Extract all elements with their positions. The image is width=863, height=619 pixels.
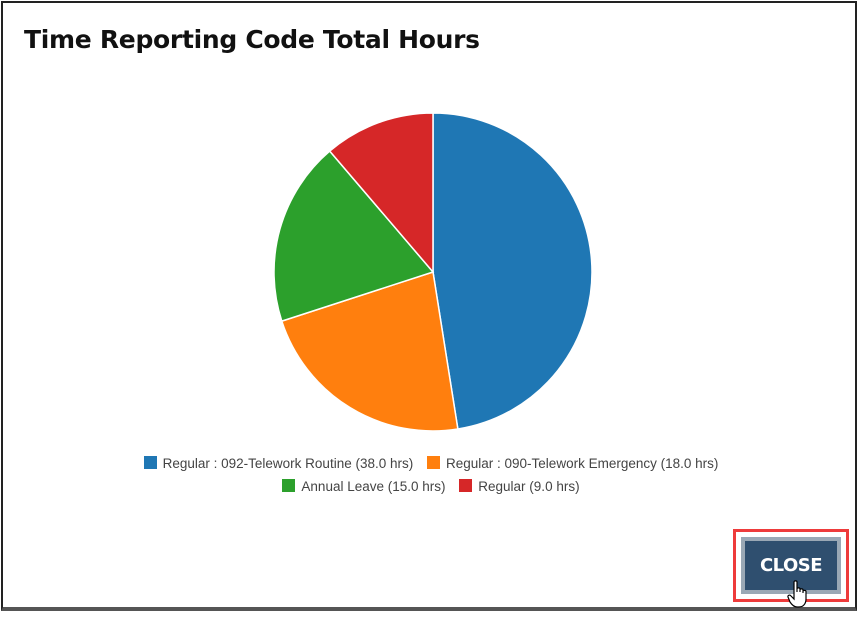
legend-swatch xyxy=(282,479,296,492)
legend-label: Regular : 090-Telework Emergency (18.0 h… xyxy=(446,456,719,471)
legend-item-telework-emergency[interactable]: Regular : 090-Telework Emergency (18.0 h… xyxy=(427,452,718,475)
pie-slice[interactable] xyxy=(273,150,435,323)
legend-swatch xyxy=(427,456,440,469)
legend-label: Regular : 092-Telework Routine (38.0 hrs… xyxy=(162,456,414,471)
legend-swatch xyxy=(459,479,473,492)
pie-slice[interactable] xyxy=(280,271,459,432)
legend-item-regular[interactable]: Regular (9.0 hrs) xyxy=(459,475,580,498)
close-button[interactable]: CLOSE xyxy=(741,537,841,594)
legend-item-telework-routine[interactable]: Regular : 092-Telework Routine (38.0 hrs… xyxy=(143,452,414,475)
chart-dialog: Time Reporting Code Total Hours Regular … xyxy=(1,1,857,611)
dialog-title: Time Reporting Code Total Hours xyxy=(24,25,480,54)
pie-chart xyxy=(273,112,593,432)
legend-item-annual-leave[interactable]: Annual Leave (15.0 hrs) xyxy=(282,475,446,498)
pie-slice[interactable] xyxy=(328,112,434,275)
legend-swatch xyxy=(143,456,157,469)
hand-pointer-cursor-icon xyxy=(787,580,807,608)
chart-legend: Regular : 092-Telework Routine (38.0 hrs… xyxy=(3,452,859,498)
legend-label: Regular (9.0 hrs) xyxy=(478,479,580,494)
legend-label: Annual Leave (15.0 hrs) xyxy=(301,479,446,494)
pie-slice[interactable] xyxy=(432,112,593,430)
